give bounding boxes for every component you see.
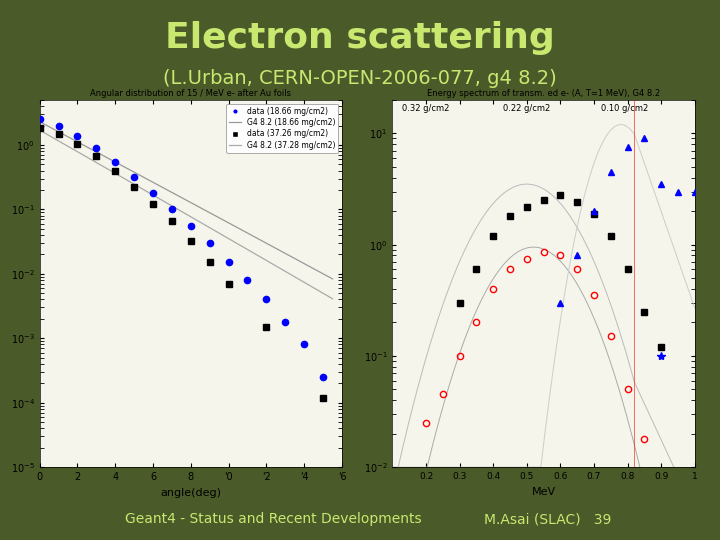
data (18.66 mg/cm2) bbox=[111, 158, 120, 165]
X-axis label: MeV: MeV bbox=[531, 487, 556, 496]
G4 8.2 (18.66 mg/cm2) bbox=[209, 211, 217, 218]
data (37.26 mg/cm2) bbox=[319, 394, 328, 401]
data (37.26 mg/cm2) bbox=[186, 238, 195, 245]
G4 8.2 (18.66 mg/cm2) bbox=[210, 212, 218, 218]
G4 8.2 (18.66 mg/cm2) bbox=[328, 275, 337, 282]
Text: 0.10 g/cm2: 0.10 g/cm2 bbox=[600, 104, 648, 113]
data (37.26 mg/cm2) bbox=[35, 125, 44, 132]
data (18.66 mg/cm2) bbox=[130, 173, 138, 180]
Text: Geant4 - Status and Recent Developments: Geant4 - Status and Recent Developments bbox=[125, 512, 422, 526]
Title: Angular distribution of 15 / MeV e- after Au foils: Angular distribution of 15 / MeV e- afte… bbox=[90, 89, 292, 98]
data (18.66 mg/cm2) bbox=[54, 122, 63, 129]
data (37.26 mg/cm2) bbox=[225, 281, 233, 287]
Text: M.Asai (SLAC)   39: M.Asai (SLAC) 39 bbox=[484, 512, 611, 526]
Legend: data (18.66 mg/cm2), G4 8.2 (18.66 mg/cm2), data (37.26 mg/cm2), G4 8.2 (37.28 m: data (18.66 mg/cm2), G4 8.2 (18.66 mg/cm… bbox=[226, 104, 338, 153]
data (37.26 mg/cm2) bbox=[54, 130, 63, 137]
data (37.26 mg/cm2) bbox=[130, 184, 138, 191]
G4 8.2 (37.28 mg/cm2) bbox=[215, 230, 223, 236]
Line: G4 8.2 (18.66 mg/cm2): G4 8.2 (18.66 mg/cm2) bbox=[40, 122, 333, 279]
data (18.66 mg/cm2) bbox=[205, 240, 214, 246]
Text: Electron scattering: Electron scattering bbox=[165, 21, 555, 55]
data (18.66 mg/cm2) bbox=[225, 259, 233, 266]
data (18.66 mg/cm2) bbox=[35, 116, 44, 123]
X-axis label: angle(deg): angle(deg) bbox=[161, 488, 221, 497]
data (18.66 mg/cm2) bbox=[262, 296, 271, 303]
Line: data (37.26 mg/cm2): data (37.26 mg/cm2) bbox=[37, 125, 326, 401]
G4 8.2 (37.28 mg/cm2) bbox=[35, 127, 44, 133]
G4 8.2 (18.66 mg/cm2) bbox=[301, 261, 310, 267]
data (37.26 mg/cm2) bbox=[73, 140, 82, 147]
data (18.66 mg/cm2) bbox=[73, 132, 82, 139]
Text: 0.22 g/cm2: 0.22 g/cm2 bbox=[503, 104, 551, 113]
Text: (L.Urban, CERN-OPEN-2006-077, g4 8.2): (L.Urban, CERN-OPEN-2006-077, g4 8.2) bbox=[163, 69, 557, 88]
data (18.66 mg/cm2) bbox=[186, 223, 195, 230]
data (37.26 mg/cm2) bbox=[205, 259, 214, 266]
Line: data (18.66 mg/cm2): data (18.66 mg/cm2) bbox=[37, 116, 326, 380]
G4 8.2 (37.28 mg/cm2) bbox=[301, 280, 310, 286]
data (37.26 mg/cm2) bbox=[92, 152, 101, 159]
G4 8.2 (18.66 mg/cm2) bbox=[35, 118, 44, 125]
data (37.26 mg/cm2) bbox=[111, 167, 120, 174]
data (18.66 mg/cm2) bbox=[148, 190, 157, 196]
data (37.26 mg/cm2) bbox=[148, 201, 157, 207]
G4 8.2 (18.66 mg/cm2) bbox=[36, 119, 45, 125]
G4 8.2 (37.28 mg/cm2) bbox=[282, 269, 291, 275]
data (18.66 mg/cm2) bbox=[243, 277, 252, 284]
G4 8.2 (37.28 mg/cm2) bbox=[209, 226, 217, 233]
data (18.66 mg/cm2) bbox=[92, 145, 101, 151]
G4 8.2 (37.28 mg/cm2) bbox=[36, 127, 45, 134]
Text: 0.32 g/cm2: 0.32 g/cm2 bbox=[402, 104, 450, 113]
data (37.26 mg/cm2) bbox=[262, 323, 271, 330]
data (18.66 mg/cm2) bbox=[319, 374, 328, 380]
Title: Energy spectrum of transm. ed e- (A, T=1 MeV), G4 8.2: Energy spectrum of transm. ed e- (A, T=1… bbox=[427, 89, 660, 98]
G4 8.2 (18.66 mg/cm2) bbox=[215, 214, 223, 221]
Line: G4 8.2 (37.28 mg/cm2): G4 8.2 (37.28 mg/cm2) bbox=[40, 130, 333, 299]
G4 8.2 (18.66 mg/cm2) bbox=[282, 251, 291, 257]
G4 8.2 (37.28 mg/cm2) bbox=[210, 227, 218, 233]
G4 8.2 (37.28 mg/cm2) bbox=[328, 295, 337, 302]
data (18.66 mg/cm2) bbox=[281, 319, 289, 325]
data (37.26 mg/cm2) bbox=[168, 218, 176, 225]
data (18.66 mg/cm2) bbox=[168, 206, 176, 213]
data (18.66 mg/cm2) bbox=[300, 341, 308, 348]
